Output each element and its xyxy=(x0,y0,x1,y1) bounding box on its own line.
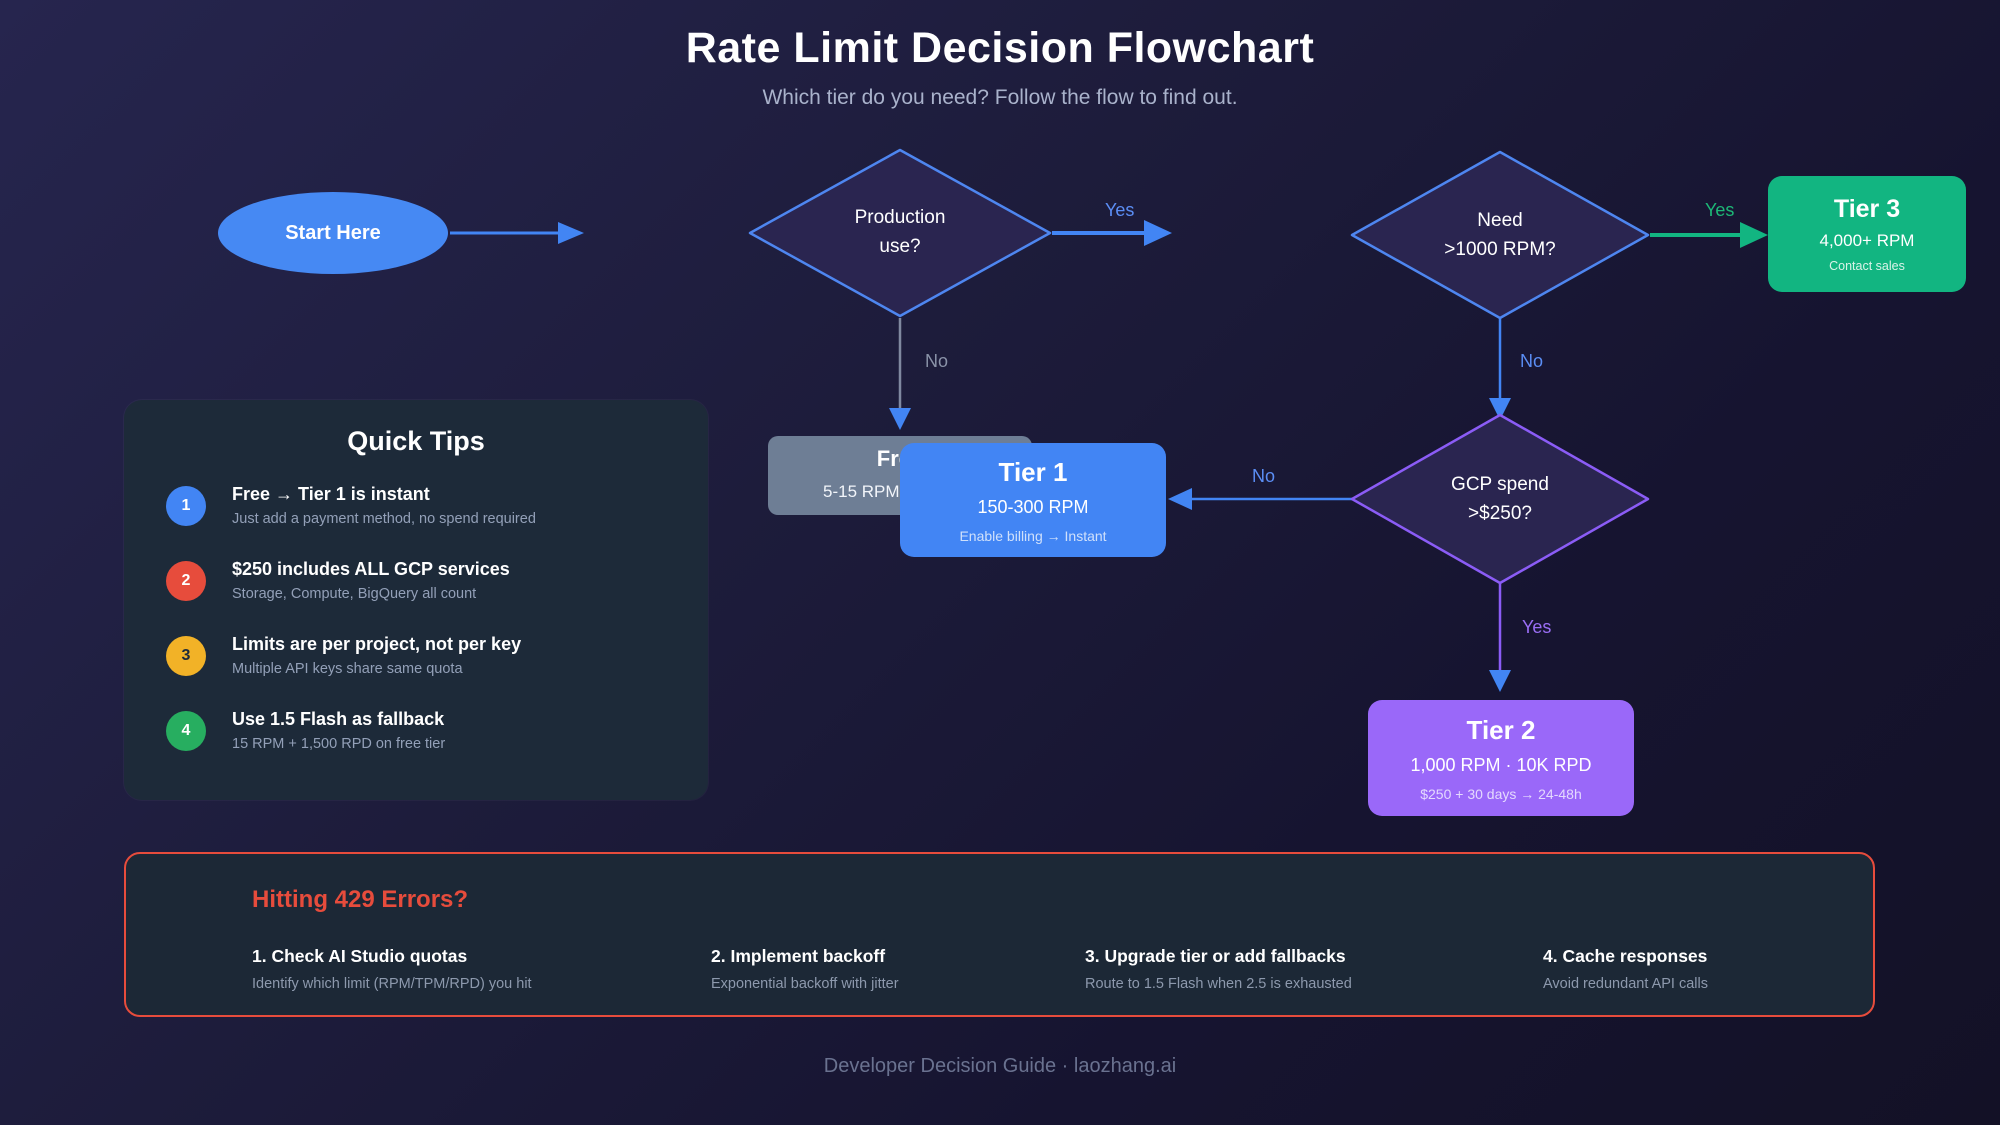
tip-item-1: 1 Free → Tier 1 is instant Just add a pa… xyxy=(166,484,536,527)
node-tier1-title: Tier 1 xyxy=(998,456,1068,487)
step-title: 3. Upgrade tier or add fallbacks xyxy=(1085,946,1346,966)
step-desc: Avoid redundant API calls xyxy=(1543,976,1708,992)
tip-title: Use 1.5 Flash as fallback xyxy=(232,709,445,729)
decision-gcp-line1: GCP spend xyxy=(1451,474,1549,495)
node-tier3-title: Tier 3 xyxy=(1833,195,1901,223)
troubleshooting-panel: Hitting 429 Errors? 1. Check AI Studio q… xyxy=(124,852,1875,1017)
step-title: 4. Cache responses xyxy=(1543,946,1708,966)
step-desc: Route to 1.5 Flash when 2.5 is exhausted xyxy=(1085,976,1352,992)
edge-production-no xyxy=(889,318,911,430)
edge-gcp-yes xyxy=(1489,583,1511,692)
tip-desc: 15 RPM + 1,500 RPD on free tier xyxy=(232,736,446,752)
decision-gcp-diamond xyxy=(1350,413,1650,585)
troubleshooting-step-1: 1. Check AI Studio quotas Identify which… xyxy=(252,946,532,992)
tip-item-2: 2 $250 includes ALL GCP services Storage… xyxy=(166,559,510,602)
edge-label-need-yes: Yes xyxy=(1705,200,1735,220)
edge-label-production-yes: Yes xyxy=(1105,200,1135,220)
node-tier2-note: $250 + 30 days → 24-48h xyxy=(1420,785,1582,802)
step-title: 2. Implement backoff xyxy=(711,946,886,966)
decision-gcp-label: GCP spend >$250? xyxy=(1380,470,1620,529)
arrow-left-icon xyxy=(1168,488,1192,510)
edge-need-no xyxy=(1489,318,1511,420)
edge-production-yes xyxy=(1052,220,1172,246)
step-desc: Exponential backoff with jitter xyxy=(711,976,899,992)
decision-production-line2: use? xyxy=(879,236,921,258)
edge-label-gcp-no: No xyxy=(1252,466,1276,486)
tip-desc: Just add a payment method, no spend requ… xyxy=(232,511,536,527)
tip-desc: Storage, Compute, BigQuery all count xyxy=(232,586,477,602)
step-title: 1. Check AI Studio quotas xyxy=(252,946,468,966)
tip-title: $250 includes ALL GCP services xyxy=(232,559,510,579)
quick-tips-title: Quick Tips xyxy=(347,426,485,456)
tip-item-4: 4 Use 1.5 Flash as fallback 15 RPM + 1,5… xyxy=(166,709,445,752)
node-tier2: Tier 2 1,000 RPM · 10K RPD $250 + 30 day… xyxy=(1368,700,1634,816)
node-tier1-rpm: 150-300 RPM xyxy=(977,496,1089,517)
decision-production-diamond xyxy=(748,148,1052,318)
node-tier3: Tier 3 4,000+ RPM Contact sales xyxy=(1768,176,1966,292)
decision-production-line1: Production xyxy=(854,207,946,228)
node-start-label: Start Here xyxy=(285,221,381,244)
arrow-down-icon xyxy=(1489,398,1511,420)
node-tier1-note: Enable billing → Instant xyxy=(959,527,1107,544)
decision-production-label: Production use? xyxy=(780,203,1020,262)
troubleshooting-step-2: 2. Implement backoff Exponential backoff… xyxy=(711,946,899,992)
tip-title: Limits are per project, not per key xyxy=(232,634,522,654)
edge-label-production-no: No xyxy=(925,351,949,371)
tip-number-badge: 2 xyxy=(166,561,206,601)
decision-need-line1: Need xyxy=(1477,210,1523,231)
edge-label-need-no: No xyxy=(1520,351,1544,371)
edge-start-to-production xyxy=(450,222,584,244)
node-tier3-rpm: 4,000+ RPM xyxy=(1819,231,1915,250)
page-title: Rate Limit Decision Flowchart xyxy=(685,24,1315,72)
node-tier1: Tier 1 150-300 RPM Enable billing → Inst… xyxy=(900,443,1166,557)
tip-desc: Multiple API keys share same quota xyxy=(232,661,463,677)
tip-number-badge: 1 xyxy=(166,486,206,526)
node-free-rpm: 5-15 RPM · xyxy=(823,482,910,501)
troubleshooting-title: Hitting 429 Errors? xyxy=(252,886,469,913)
arrow-down-icon xyxy=(1489,670,1511,692)
node-start: Start Here xyxy=(218,192,448,274)
arrow-right-icon xyxy=(1740,222,1768,248)
decision-need-label: Need >1000 RPM? xyxy=(1380,206,1620,265)
tip-item-3: 3 Limits are per project, not per key Mu… xyxy=(166,634,521,677)
decision-gcp-line2: >$250? xyxy=(1468,503,1532,525)
node-tier3-note: Contact sales xyxy=(1829,259,1905,273)
tip-number-badge: 4 xyxy=(166,711,206,751)
node-tier2-rpm: 1,000 RPM · 10K RPD xyxy=(1410,754,1592,775)
edge-need-yes xyxy=(1650,222,1768,248)
arrow-down-icon xyxy=(889,408,911,430)
footer-credit: Developer Decision Guide · laozhang.ai xyxy=(823,1055,1177,1077)
tip-title: Free → Tier 1 is instant xyxy=(232,484,430,504)
troubleshooting-step-3: 3. Upgrade tier or add fallbacks Route t… xyxy=(1085,946,1352,992)
arrow-right-icon xyxy=(1144,220,1172,246)
arrow-right-icon xyxy=(558,222,584,244)
decision-need-diamond xyxy=(1350,150,1650,320)
edge-label-gcp-yes: Yes xyxy=(1522,617,1552,637)
step-desc: Identify which limit (RPM/TPM/RPD) you h… xyxy=(252,976,532,992)
quick-tips-panel: Quick Tips 1 Free → Tier 1 is instant Ju… xyxy=(124,400,708,800)
troubleshooting-step-4: 4. Cache responses Avoid redundant API c… xyxy=(1543,946,1708,992)
decision-need-line2: >1000 RPM? xyxy=(1444,239,1556,261)
page-subtitle: Which tier do you need? Follow the flow … xyxy=(762,86,1238,109)
edge-gcp-no xyxy=(1168,488,1352,510)
node-tier2-title: Tier 2 xyxy=(1466,714,1536,745)
tip-number-badge: 3 xyxy=(166,636,206,676)
